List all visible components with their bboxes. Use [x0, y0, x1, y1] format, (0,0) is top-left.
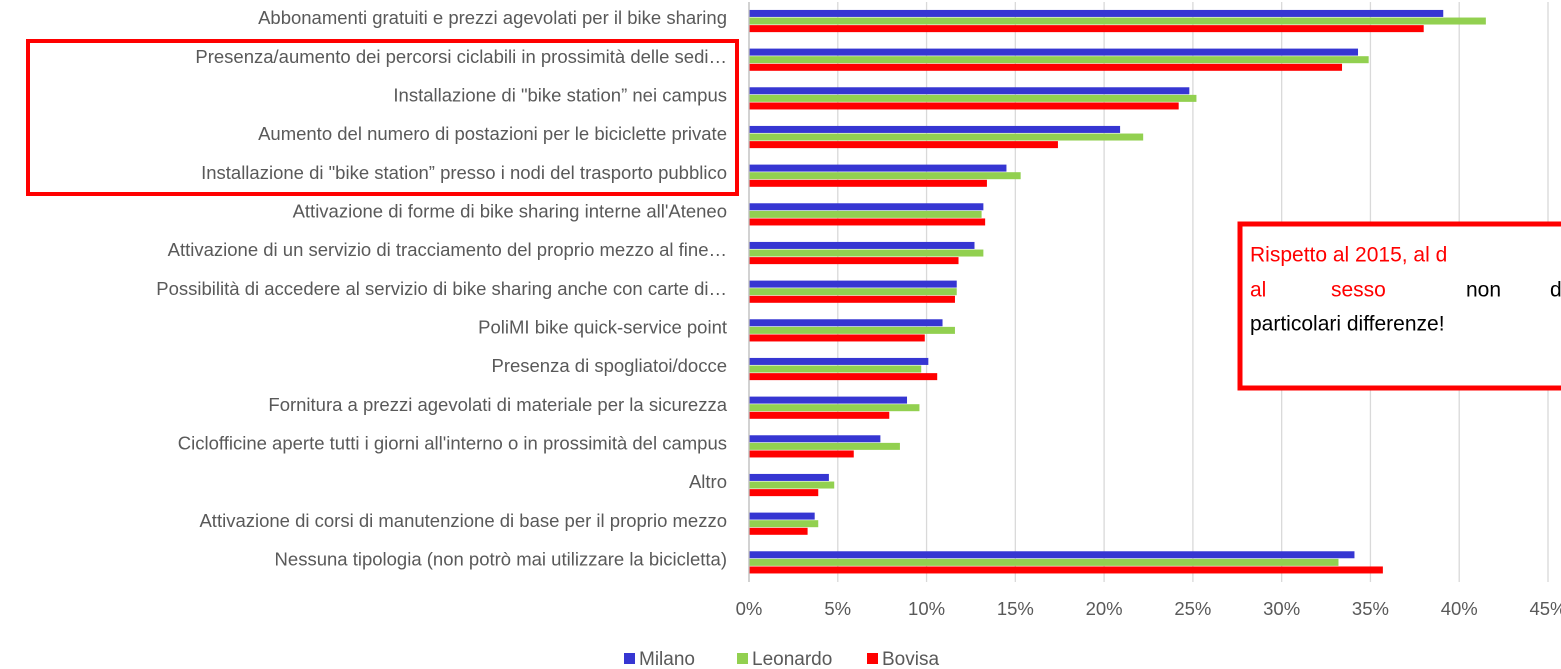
- x-tick-label: 20%: [1086, 598, 1123, 619]
- bar: [749, 56, 1369, 64]
- bar: [749, 512, 815, 520]
- legend-label: Milano: [639, 649, 695, 669]
- bar: [749, 257, 959, 265]
- bar: [749, 295, 955, 303]
- category-label: Altro: [689, 471, 727, 492]
- bar: [749, 481, 835, 489]
- bar: [749, 125, 1121, 133]
- bar: [749, 288, 957, 296]
- annotation-box: [1237, 221, 1561, 391]
- bar: [749, 558, 1339, 566]
- bar: [749, 203, 984, 211]
- bar: [749, 25, 1424, 33]
- bar: [749, 450, 854, 458]
- bar: [749, 373, 938, 381]
- bar: [749, 218, 986, 226]
- category-label: Aumento del numero di postazioni per le …: [258, 123, 727, 144]
- x-tick-label: 0%: [736, 598, 763, 619]
- category-label: PoliMI bike quick-service point: [478, 317, 727, 338]
- category-label: Attivazione di un servizio di tracciamen…: [168, 239, 727, 260]
- bar: [749, 326, 955, 334]
- legend-label: Bovisa: [882, 649, 939, 669]
- bar: [749, 9, 1444, 17]
- category-label: Nessuna tipologia (non potrò mai utilizz…: [275, 549, 727, 570]
- bar: [749, 87, 1190, 95]
- category-label: Abbonamenti gratuiti e prezzi agevolati …: [258, 7, 727, 28]
- bar: [749, 141, 1058, 149]
- category-label: Installazione di "bike station” nei camp…: [393, 85, 727, 106]
- category-label: Installazione di "bike station” presso i…: [201, 162, 727, 183]
- bar: [749, 411, 890, 419]
- category-label: Presenza/aumento dei percorsi ciclabili …: [195, 46, 727, 67]
- bar: [749, 435, 881, 443]
- bar: [749, 63, 1343, 71]
- bar: [749, 280, 957, 288]
- bar: [749, 520, 819, 528]
- bar: [749, 241, 975, 249]
- category-label: Fornitura a prezzi agevolati di material…: [268, 394, 727, 415]
- bar: [749, 17, 1486, 25]
- category-label: Possibilità di accedere al servizio di b…: [156, 278, 727, 299]
- bar: [749, 94, 1197, 102]
- legend-label: Leonardo: [752, 649, 832, 669]
- bar: [749, 48, 1359, 56]
- category-label: Attivazione di forme di bike sharing int…: [293, 201, 727, 222]
- bar: [749, 179, 987, 187]
- bar: [749, 442, 900, 450]
- bar: [749, 133, 1144, 141]
- bar: [749, 102, 1179, 110]
- bar: [749, 334, 925, 342]
- annotation-text: Rispetto al 2015, al d: [1250, 244, 1447, 267]
- bar: [749, 396, 908, 404]
- x-tick-label: 5%: [824, 598, 851, 619]
- annotation-text: d: [1550, 279, 1561, 302]
- category-label: Ciclofficine aperte tutti i giorni all'i…: [178, 433, 727, 454]
- bar: [749, 365, 922, 373]
- x-tick-label: 45%: [1529, 598, 1561, 619]
- bar: [749, 404, 920, 412]
- legend-swatch: [867, 653, 878, 664]
- category-label: Presenza di spogliatoi/docce: [491, 355, 727, 376]
- highlight-box: [26, 39, 739, 196]
- bar: [749, 172, 1021, 180]
- bar: [749, 489, 819, 497]
- x-tick-label: 15%: [997, 598, 1034, 619]
- bar: [749, 210, 982, 218]
- legend-swatch: [624, 653, 635, 664]
- bar: [749, 551, 1355, 559]
- bar: [749, 473, 829, 481]
- x-tick-label: 40%: [1441, 598, 1478, 619]
- bar: [749, 249, 984, 257]
- annotation-text: al: [1250, 279, 1266, 302]
- annotation-text: particolari differenze!: [1250, 313, 1445, 336]
- x-tick-label: 25%: [1174, 598, 1211, 619]
- x-tick-label: 35%: [1352, 598, 1389, 619]
- annotation-text: non: [1466, 279, 1501, 302]
- bar: [749, 319, 943, 327]
- legend-swatch: [737, 653, 748, 664]
- x-tick-label: 30%: [1263, 598, 1300, 619]
- annotation-text: sesso: [1331, 279, 1386, 302]
- bar: [749, 357, 929, 365]
- bar: [749, 527, 808, 535]
- category-label: Attivazione di corsi di manutenzione di …: [199, 510, 727, 531]
- bar: [749, 566, 1383, 574]
- bar: [749, 164, 1007, 172]
- x-tick-label: 10%: [908, 598, 945, 619]
